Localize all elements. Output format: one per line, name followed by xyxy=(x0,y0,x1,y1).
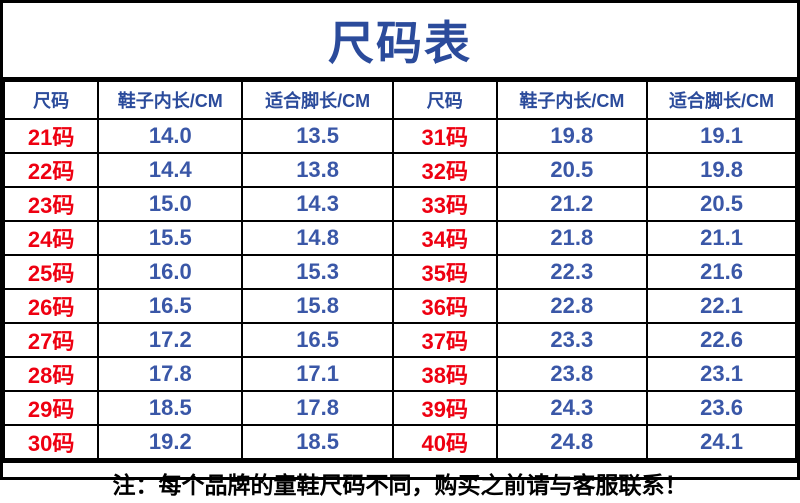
inner-length-cell: 17.2 xyxy=(97,322,244,358)
inner-length-cell: 17.8 xyxy=(97,356,244,392)
inner-length-cell: 19.8 xyxy=(495,118,649,154)
foot-length-cell: 14.8 xyxy=(241,220,394,256)
foot-length-cell: 17.8 xyxy=(241,390,394,426)
inner-length-cell: 21.8 xyxy=(495,220,649,256)
table-row: 22码 14.4 13.8 32码 20.5 19.8 xyxy=(2,152,797,188)
inner-length-cell: 23.8 xyxy=(495,356,649,392)
size-cell: 38码 xyxy=(391,356,498,392)
size-cell: 34码 xyxy=(391,220,498,256)
inner-length-cell: 21.2 xyxy=(495,186,649,222)
size-cell: 25码 xyxy=(2,254,100,290)
inner-length-cell: 24.3 xyxy=(495,390,649,426)
table-row: 28码 17.8 17.1 38码 23.8 23.1 xyxy=(2,356,797,392)
size-table: 尺码 鞋子内长/CM 适合脚长/CM 尺码 鞋子内长/CM 适合脚长/CM 21… xyxy=(2,80,797,460)
foot-length-cell: 23.1 xyxy=(646,356,797,392)
size-cell: 26码 xyxy=(2,288,100,324)
size-cell: 37码 xyxy=(391,322,498,358)
header-foot-length-left: 适合脚长/CM xyxy=(241,80,394,120)
inner-length-cell: 15.0 xyxy=(97,186,244,222)
size-cell: 29码 xyxy=(2,390,100,426)
inner-length-cell: 23.3 xyxy=(495,322,649,358)
table-row: 26码 16.5 15.8 36码 22.8 22.1 xyxy=(2,288,797,324)
header-inner-length-left: 鞋子内长/CM xyxy=(97,80,244,120)
inner-length-cell: 15.5 xyxy=(97,220,244,256)
foot-length-cell: 21.6 xyxy=(646,254,797,290)
table-row: 29码 18.5 17.8 39码 24.3 23.6 xyxy=(2,390,797,426)
header-inner-length-right: 鞋子内长/CM xyxy=(495,80,649,120)
size-cell: 24码 xyxy=(2,220,100,256)
size-cell: 33码 xyxy=(391,186,498,222)
foot-length-cell: 20.5 xyxy=(646,186,797,222)
table-row: 25码 16.0 15.3 35码 22.3 21.6 xyxy=(2,254,797,290)
inner-length-cell: 19.2 xyxy=(97,424,244,460)
table-row: 27码 17.2 16.5 37码 23.3 22.6 xyxy=(2,322,797,358)
footer-note: 注：每个品牌的童鞋尺码不同，购买之前请与客服联系！ xyxy=(3,460,797,503)
size-cell: 40码 xyxy=(391,424,498,460)
table-row: 21码 14.0 13.5 31码 19.8 19.1 xyxy=(2,118,797,154)
table-row: 24码 15.5 14.8 34码 21.8 21.1 xyxy=(2,220,797,256)
size-cell: 39码 xyxy=(391,390,498,426)
inner-length-cell: 20.5 xyxy=(495,152,649,188)
size-cell: 22码 xyxy=(2,152,100,188)
size-cell: 35码 xyxy=(391,254,498,290)
foot-length-cell: 15.8 xyxy=(241,288,394,324)
size-cell: 30码 xyxy=(2,424,100,460)
inner-length-cell: 18.5 xyxy=(97,390,244,426)
inner-length-cell: 14.0 xyxy=(97,118,244,154)
foot-length-cell: 23.6 xyxy=(646,390,797,426)
size-cell: 28码 xyxy=(2,356,100,392)
foot-length-cell: 22.6 xyxy=(646,322,797,358)
inner-length-cell: 16.0 xyxy=(97,254,244,290)
inner-length-cell: 22.8 xyxy=(495,288,649,324)
foot-length-cell: 19.8 xyxy=(646,152,797,188)
size-cell: 21码 xyxy=(2,118,100,154)
foot-length-cell: 16.5 xyxy=(241,322,394,358)
size-cell: 36码 xyxy=(391,288,498,324)
size-cell: 23码 xyxy=(2,186,100,222)
table-row: 30码 19.2 18.5 40码 24.8 24.1 xyxy=(2,424,797,460)
table-header-row: 尺码 鞋子内长/CM 适合脚长/CM 尺码 鞋子内长/CM 适合脚长/CM xyxy=(2,80,797,120)
header-foot-length-right: 适合脚长/CM xyxy=(646,80,797,120)
header-size-right: 尺码 xyxy=(391,80,498,120)
foot-length-cell: 13.8 xyxy=(241,152,394,188)
foot-length-cell: 24.1 xyxy=(646,424,797,460)
size-cell: 32码 xyxy=(391,152,498,188)
inner-length-cell: 24.8 xyxy=(495,424,649,460)
foot-length-cell: 18.5 xyxy=(241,424,394,460)
table-row: 23码 15.0 14.3 33码 21.2 20.5 xyxy=(2,186,797,222)
size-cell: 27码 xyxy=(2,322,100,358)
size-cell: 31码 xyxy=(391,118,498,154)
foot-length-cell: 17.1 xyxy=(241,356,394,392)
foot-length-cell: 15.3 xyxy=(241,254,394,290)
foot-length-cell: 14.3 xyxy=(241,186,394,222)
foot-length-cell: 22.1 xyxy=(646,288,797,324)
foot-length-cell: 13.5 xyxy=(241,118,394,154)
foot-length-cell: 21.1 xyxy=(646,220,797,256)
inner-length-cell: 16.5 xyxy=(97,288,244,324)
header-size-left: 尺码 xyxy=(2,80,100,120)
inner-length-cell: 14.4 xyxy=(97,152,244,188)
foot-length-cell: 19.1 xyxy=(646,118,797,154)
inner-length-cell: 22.3 xyxy=(495,254,649,290)
page-title: 尺码表 xyxy=(3,3,797,80)
